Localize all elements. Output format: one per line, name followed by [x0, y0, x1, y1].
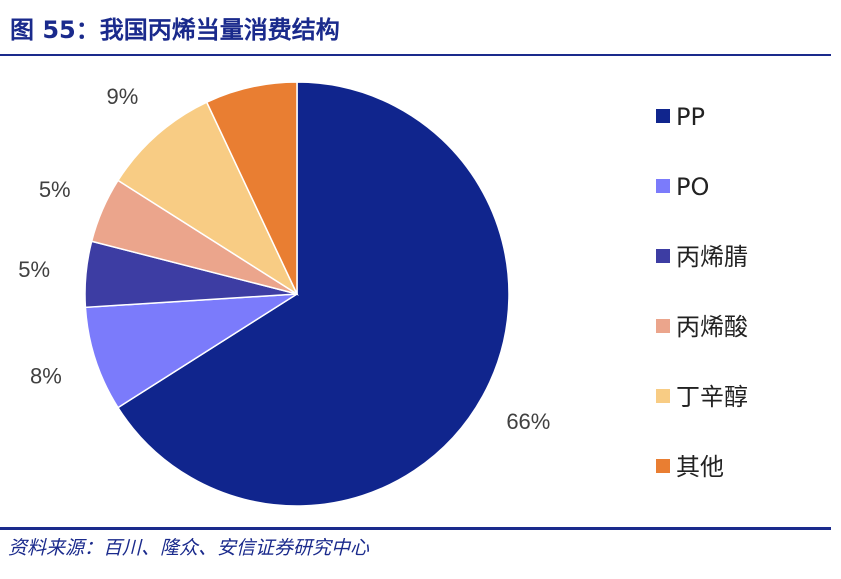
legend-item-po: PO — [656, 173, 709, 201]
legend-swatch — [656, 249, 670, 263]
pie-label-po: 8% — [30, 364, 62, 389]
legend-swatch — [656, 459, 670, 473]
pie-slices — [84, 81, 510, 507]
pie-label-category-3: 5% — [18, 257, 50, 282]
legend-label: 丙烯酸 — [676, 313, 748, 341]
legend-swatch — [656, 389, 670, 403]
source-divider — [0, 527, 831, 530]
legend-item-category-3: 丙烯腈 — [656, 243, 748, 271]
pie-label-category-5: 9% — [107, 84, 139, 109]
source-note: 资料来源：百川、隆众、安信证券研究中心 — [8, 537, 370, 559]
pie-slice-category-5 — [116, 101, 299, 297]
title-divider — [0, 54, 831, 56]
legend-item-category-6: 其他 — [656, 453, 724, 481]
legend-swatch — [656, 179, 670, 193]
legend-label: 丁辛醇 — [676, 383, 748, 411]
pie-labels: 66%8%5%5%9%7% — [18, 84, 550, 434]
pie-label-pp: 66% — [506, 409, 550, 434]
figure-title: 图 55：我国丙烯当量消费结构 — [10, 16, 340, 44]
legend-label: 丙烯腈 — [676, 243, 748, 271]
legend-swatch — [656, 319, 670, 333]
legend-label: PO — [676, 173, 709, 201]
pie-slice-po — [84, 293, 298, 409]
legend-swatch — [656, 109, 670, 123]
legend-item-pp: PP — [656, 103, 705, 131]
pie-slice-category-6 — [205, 81, 298, 295]
legend-item-category-4: 丙烯酸 — [656, 313, 748, 341]
legend-label: 其他 — [676, 453, 724, 481]
pie-slice-pp — [116, 81, 510, 507]
pie-label-category-4: 5% — [39, 177, 71, 202]
legend-item-category-5: 丁辛醇 — [656, 383, 748, 411]
legend-label: PP — [676, 103, 705, 131]
